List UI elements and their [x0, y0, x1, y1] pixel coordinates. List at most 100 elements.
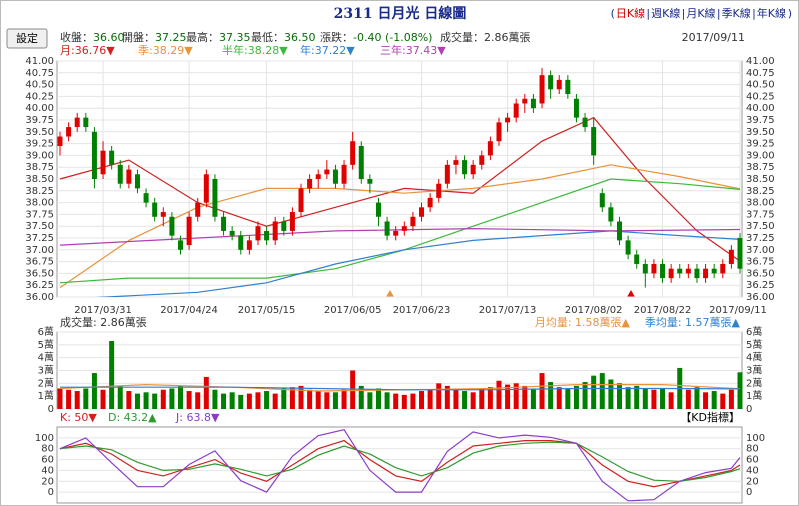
volume-bar [246, 393, 252, 409]
period-link[interactable]: 季K線 [722, 6, 751, 20]
line-series [60, 386, 741, 391]
paren: ) [788, 7, 792, 20]
x-tick-label: 2017/04/24 [160, 305, 218, 316]
candle-body [350, 141, 356, 165]
y-tick-label: 40 [41, 465, 54, 476]
candle-body [591, 127, 597, 156]
y-tick-label: 38.75 [25, 162, 54, 173]
volume-bar [109, 340, 115, 409]
candle-body [117, 164, 123, 184]
period-link[interactable]: 日K線 [616, 6, 645, 20]
candle-body [384, 221, 390, 236]
candle-body [599, 193, 605, 208]
candle-body [281, 221, 287, 231]
volume-bar [530, 388, 536, 409]
volume-bar [134, 393, 140, 409]
volume-bar [651, 389, 657, 409]
legend-entry: 月均量: 1.58萬張▲ [535, 316, 631, 329]
period-link[interactable]: 年K線 [757, 6, 786, 20]
quote-date: 2017/09/11 [682, 31, 745, 44]
separator: | [752, 7, 756, 20]
y2-tick-label: 37.50 [746, 221, 775, 232]
y-tick-label: 4萬 [38, 351, 54, 364]
period-link[interactable]: 週K線 [651, 6, 680, 20]
volume-bar [57, 388, 63, 409]
candle-body [229, 230, 235, 236]
y-tick-label: 36.75 [25, 257, 54, 268]
candle-body [720, 263, 726, 274]
y-tick-label: 36.00 [25, 292, 54, 303]
candle-body [238, 235, 244, 250]
candle-body [634, 254, 640, 264]
y-tick-label: 39.75 [25, 115, 54, 126]
candle-body [703, 268, 709, 279]
x-tick-label: 2017/07/13 [479, 305, 537, 316]
candle-body [255, 226, 261, 241]
line-series [59, 441, 741, 482]
y2-tick-label: 40.00 [746, 103, 775, 114]
volume-bar [289, 387, 295, 409]
settings-label[interactable]: 設定 [16, 31, 38, 45]
quote-label: 最高： [186, 30, 219, 44]
volume-bar [126, 391, 132, 409]
volume-bar [143, 392, 149, 409]
volume-bar [393, 393, 399, 409]
candle-body [453, 160, 459, 165]
volume-bar [694, 387, 700, 409]
volume-bar [341, 389, 347, 409]
quote-value: -0.40 (-1.08%) [353, 31, 432, 44]
candle-body [315, 174, 321, 179]
separator: | [682, 7, 686, 20]
volume-bar [384, 392, 390, 409]
volume-bar [668, 392, 674, 409]
candle-body [152, 202, 158, 217]
y2-tick-label: 36.25 [746, 280, 775, 291]
volume-bar [728, 389, 734, 409]
candle-body [479, 155, 485, 165]
candle-body [298, 188, 304, 213]
volume-bar [703, 392, 709, 409]
candle-body [178, 240, 184, 250]
candle-body [169, 216, 175, 236]
candle-body [401, 226, 407, 231]
volume-bar [272, 393, 278, 409]
candle-body [367, 179, 373, 184]
candle-body [126, 169, 132, 184]
quote-label: 開盤： [122, 31, 155, 44]
quote-value: 2.86萬張 [484, 31, 531, 44]
y-tick-label: 38.25 [25, 186, 54, 197]
candle-body [332, 169, 338, 184]
y-tick-label: 100 [35, 433, 54, 444]
settings-button[interactable] [6, 28, 48, 49]
volume-bar [470, 392, 476, 409]
candle-body [616, 221, 622, 241]
volume-bar [83, 388, 89, 409]
candle-body [203, 174, 209, 203]
paren: ( [611, 7, 615, 20]
y2-tick-label: 6萬 [746, 325, 762, 338]
candle-body [410, 216, 416, 227]
y2-tick-label: 20 [746, 476, 759, 487]
legend-entry: 月:36.76▼ [60, 44, 115, 57]
y-tick-label: 40.50 [25, 80, 54, 91]
volume-bar [229, 392, 235, 409]
y-tick-label: 40.00 [25, 103, 54, 114]
candle-body [737, 238, 743, 269]
candle-body [143, 193, 149, 203]
separator: | [646, 7, 650, 20]
volume-bar [737, 372, 743, 409]
candle-body [57, 136, 63, 146]
candle-body [444, 164, 450, 184]
y-tick-label: 40.25 [25, 91, 54, 102]
candle-body [186, 216, 192, 246]
y2-tick-label: 0 [746, 487, 752, 498]
volume-bar [616, 383, 622, 409]
y-tick-label: 37.25 [25, 233, 54, 244]
y2-tick-label: 40.75 [746, 68, 775, 79]
candle-body [307, 179, 313, 189]
candle-body [530, 98, 536, 109]
candle-body [66, 127, 72, 137]
period-link[interactable]: 月K線 [686, 6, 715, 20]
y-tick-label: 5萬 [38, 338, 54, 351]
